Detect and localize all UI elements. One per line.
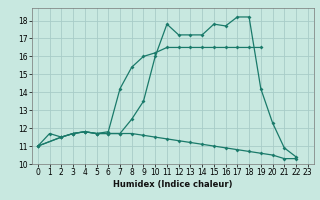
X-axis label: Humidex (Indice chaleur): Humidex (Indice chaleur) — [113, 180, 233, 189]
